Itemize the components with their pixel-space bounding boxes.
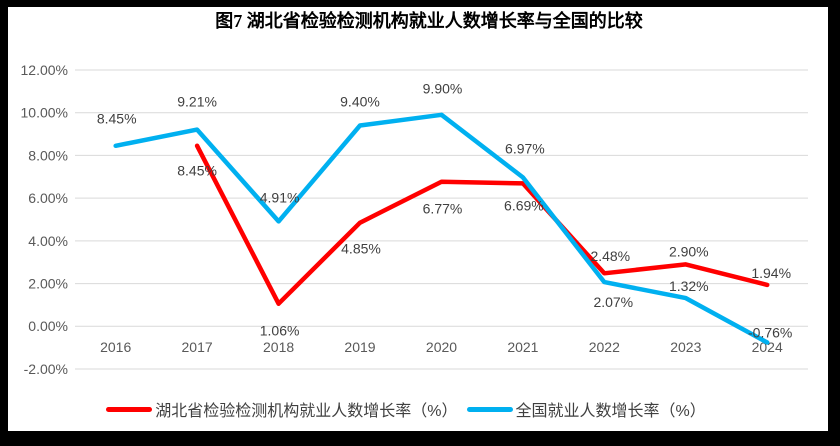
data-label-hubei: 6.77% [423,201,463,217]
data-label-national: 6.97% [505,140,545,156]
y-axis-tick-label: 6.00% [28,190,68,206]
legend-blue-line-icon [466,406,513,412]
legend-item-hubei: 湖北省检验检测机构就业人数增长率（%） [106,397,458,421]
y-axis-tick-label: 0.00% [28,318,68,334]
x-axis-tick-label: 2019 [344,339,375,355]
chart-canvas: 图7 湖北省检验检测机构就业人数增长率与全国的比较 湖北省检验检测机构就业人数增… [8,7,828,431]
data-label-hubei: 2.48% [590,248,630,264]
chart-title: 图7 湖北省检验检测机构就业人数增长率与全国的比较 [215,11,643,31]
data-label-national: 2.07% [593,294,633,310]
x-axis-tick-label: 2024 [752,339,783,355]
x-axis-tick-label: 2021 [507,339,538,355]
data-label-hubei: 2.90% [669,243,709,259]
data-label-hubei: 6.69% [504,197,544,213]
x-axis-tick-label: 2018 [263,339,294,355]
y-axis-tick-label: 10.00% [21,105,68,121]
x-axis-tick-label: 2016 [100,339,131,355]
data-label-hubei: 1.06% [260,323,300,339]
data-label-national: -0.76% [748,324,792,340]
data-label-national: 9.40% [340,93,380,109]
y-axis-tick-label: 12.00% [21,62,68,78]
y-axis-tick-label: 2.00% [28,276,68,292]
y-axis-tick-label: -2.00% [24,361,68,377]
data-label-national: 8.45% [97,111,137,127]
data-label-national: 9.21% [177,94,217,110]
series-line-hubei [194,143,770,306]
legend-item-national: 全国就业人数增长率（%） [466,397,706,421]
data-label-national: 1.32% [669,278,709,294]
data-label-hubei: 1.94% [751,265,791,281]
legend-red-line-icon [106,406,153,412]
legend: 湖北省检验检测机构就业人数增长率（%） 全国就业人数增长率（%） [8,397,804,421]
x-axis-tick-label: 2022 [589,339,620,355]
series-line-national [113,112,770,345]
x-axis-tick-label: 2020 [426,339,457,355]
legend-label-national: 全国就业人数增长率（%） [515,403,706,420]
x-axis-tick-label: 2017 [182,339,213,355]
x-axis-tick-label: 2023 [670,339,701,355]
y-axis-tick-label: 8.00% [28,147,68,163]
data-label-national: 9.90% [423,81,463,97]
data-label-national: 4.91% [260,189,300,205]
y-axis-tick-label: 4.00% [28,233,68,249]
data-label-hubei: 4.85% [341,241,381,257]
legend-label-hubei: 湖北省检验检测机构就业人数增长率（%） [155,403,458,420]
data-label-hubei: 8.45% [177,163,217,179]
